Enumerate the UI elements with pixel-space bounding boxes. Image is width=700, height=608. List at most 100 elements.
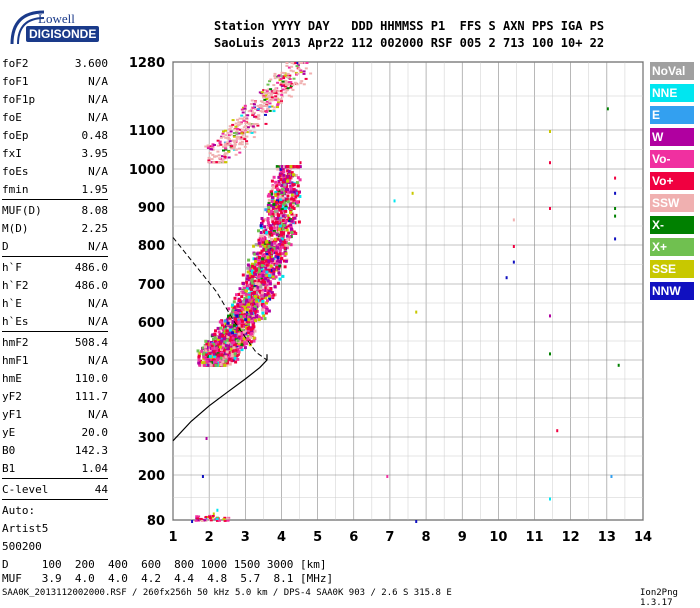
- x-tick-label: 1: [168, 530, 177, 545]
- echo-mark: [268, 251, 272, 255]
- second-hop-mark: [256, 104, 260, 107]
- echo-mark: [284, 209, 288, 213]
- echo-mark: [278, 247, 282, 251]
- echo-mark: [279, 208, 283, 212]
- param-value: 8.08: [81, 203, 109, 217]
- second-hop-mark: [261, 94, 265, 97]
- echo-mark: [292, 198, 296, 201]
- echo-mark: [260, 271, 264, 275]
- echo-mark: [197, 358, 201, 362]
- echo-mark: [277, 214, 280, 217]
- echo-mark: [280, 172, 284, 176]
- second-hop-mark: [234, 132, 238, 135]
- echo-mark: [278, 252, 282, 256]
- param-value: 486.0: [74, 260, 108, 274]
- second-hop-mark: [287, 66, 291, 69]
- legend-entry: X-: [650, 216, 694, 234]
- echo-mark: [247, 293, 251, 297]
- echo-mark: [280, 237, 284, 241]
- second-hop-mark: [264, 89, 268, 92]
- second-hop-mark: [223, 144, 227, 147]
- echo-mark: [231, 336, 235, 340]
- echo-mark: [270, 233, 274, 237]
- distance-row: D 100 200 400 600 800 1000 1500 3000 [km…: [2, 558, 327, 571]
- second-hop-mark: [279, 77, 283, 80]
- echo-mark: [270, 196, 274, 200]
- echo-mark: [220, 323, 224, 327]
- echo-mark: [260, 291, 264, 295]
- echo-mark: [211, 358, 215, 362]
- echo-mark: [275, 187, 279, 191]
- echo-mark: [240, 348, 244, 352]
- echo-mark: [245, 277, 249, 281]
- echo-mark: [274, 251, 278, 255]
- echo-mark: [257, 282, 261, 286]
- echo-mark: [242, 293, 246, 297]
- echo-mark: [227, 343, 230, 347]
- echo-mark: [251, 266, 255, 270]
- echo-mark: [274, 190, 278, 194]
- echo-mark: [276, 216, 280, 220]
- echo-mark: [251, 282, 255, 286]
- echo-mark: [268, 275, 272, 279]
- echo-mark: [244, 331, 248, 335]
- echo-mark: [257, 304, 260, 307]
- echo-mark: [225, 318, 229, 322]
- second-hop-mark: [302, 83, 306, 86]
- second-hop-mark: [284, 74, 288, 77]
- second-hop-mark: [299, 71, 303, 74]
- digisonde-logo: Lowell DIGISONDE: [8, 8, 118, 48]
- legend-entry: Vo-: [650, 150, 694, 168]
- echo-mark: [268, 280, 272, 284]
- low-echo-mark: [196, 517, 200, 520]
- echo-mark: [271, 276, 275, 280]
- echo-mark: [245, 319, 249, 323]
- echo-mark: [221, 337, 225, 341]
- y-tick-label: 80: [147, 514, 165, 529]
- echo-mark: [243, 302, 247, 306]
- echo-mark: [215, 339, 219, 343]
- echo-mark: [262, 262, 266, 265]
- param-key: fmin: [2, 182, 29, 196]
- echo-mark: [230, 334, 234, 338]
- echo-mark: [269, 264, 273, 268]
- echo-mark: [242, 282, 245, 286]
- second-hop-mark: [235, 133, 239, 136]
- scatter-point: [614, 237, 617, 241]
- second-hop-mark: [304, 67, 308, 70]
- low-echo-mark: [197, 515, 201, 518]
- second-hop-mark: [264, 96, 268, 98]
- echo-mark: [259, 231, 263, 234]
- echo-mark: [271, 220, 275, 223]
- echo-mark: [276, 246, 280, 250]
- echo-mark: [238, 329, 242, 333]
- low-echo-mark: [222, 518, 226, 521]
- echo-mark: [217, 343, 221, 347]
- echo-mark: [270, 248, 274, 252]
- echo-mark: [273, 241, 277, 245]
- second-hop-mark: [251, 123, 255, 126]
- second-hop-mark: [250, 108, 254, 111]
- echo-mark: [213, 354, 217, 358]
- second-hop-mark: [220, 160, 224, 163]
- echo-mark: [267, 248, 271, 252]
- second-hop-mark: [227, 144, 230, 147]
- second-hop-mark: [240, 140, 244, 143]
- echo-mark: [237, 342, 241, 346]
- echo-mark: [262, 248, 266, 252]
- echo-mark: [242, 314, 246, 318]
- param-row: h`F 486.0: [2, 258, 108, 276]
- echo-mark: [289, 167, 293, 171]
- legend-entry: NoVal: [650, 62, 694, 80]
- echo-mark: [233, 356, 237, 360]
- echo-mark: [273, 199, 277, 203]
- echo-mark: [250, 275, 254, 279]
- echo-mark: [249, 340, 253, 344]
- second-hop-mark: [241, 111, 245, 114]
- second-hop-mark: [237, 124, 241, 127]
- echo-mark: [284, 252, 288, 256]
- echo-mark: [210, 349, 214, 353]
- echo-mark: [266, 218, 270, 222]
- echo-mark: [282, 170, 286, 174]
- second-hop-mark: [232, 147, 236, 150]
